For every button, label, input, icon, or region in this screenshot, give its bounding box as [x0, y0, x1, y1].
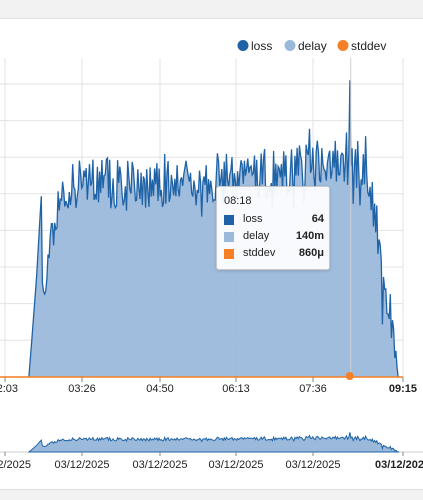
tooltip-value-stddev: 860μ: [298, 247, 324, 259]
legend-dot-delay: [284, 40, 296, 51]
legend-label-loss[interactable]: loss: [251, 39, 272, 53]
tooltip-time: 08:18: [224, 195, 252, 207]
x-tick-label: 06:13: [222, 383, 250, 395]
tooltip-swatch-stddev: [224, 249, 234, 259]
tooltip-value-loss: 64: [311, 213, 324, 225]
tooltip-swatch-delay: [224, 232, 234, 242]
x-tick-label: 07:36: [299, 383, 327, 395]
series-loss-line: [28, 80, 400, 378]
legend-dot-stddev: [337, 40, 349, 51]
tooltip: 08:18 loss 64 delay 140m stddev 860μ: [216, 186, 330, 270]
legend-label-delay[interactable]: delay: [298, 39, 327, 53]
tooltip-swatch-loss: [224, 215, 234, 225]
tooltip-label-delay: delay: [243, 230, 270, 242]
tooltip-value-delay: 140m: [295, 230, 324, 242]
tooltip-label-loss: loss: [243, 213, 263, 225]
series-delay-area: [28, 80, 400, 378]
legend: loss delay stddev: [237, 39, 386, 53]
navigator-tick-label: 03/12/2025: [375, 459, 423, 471]
x-tick-label: 04:50: [146, 383, 174, 395]
x-tick-label: 09:15: [389, 383, 417, 395]
legend-dot-loss: [237, 40, 249, 51]
navigator-tick-label: 03/12/2025: [208, 459, 263, 471]
x-tick-label: 03:26: [68, 383, 96, 395]
navigator-series: [27, 432, 400, 453]
main-plot[interactable]: [0, 58, 403, 380]
navigator-tick-label: 03/12/2025: [54, 459, 109, 471]
tooltip-row-loss: loss 64: [224, 213, 324, 227]
navigator-tick-label: 03/12/2025: [285, 459, 340, 471]
navigator[interactable]: 2/2025 03/12/2025 03/12/2025 03/12/2025 03/1…: [0, 432, 423, 471]
x-axis: 2:03 03:26 04:50 06:13 07:36 09:15: [0, 377, 417, 395]
tooltip-row-stddev: stddev 860μ: [224, 247, 324, 261]
hover-marker-stddev: [345, 372, 354, 380]
navigator-tick-label: 2/2025: [0, 459, 31, 471]
tooltip-label-stddev: stddev: [243, 247, 276, 259]
tooltip-row-delay: delay 140m: [224, 230, 324, 244]
x-tick-label: 2:03: [0, 383, 18, 395]
legend-label-stddev[interactable]: stddev: [351, 39, 386, 53]
navigator-tick-label: 03/12/2025: [132, 459, 187, 471]
